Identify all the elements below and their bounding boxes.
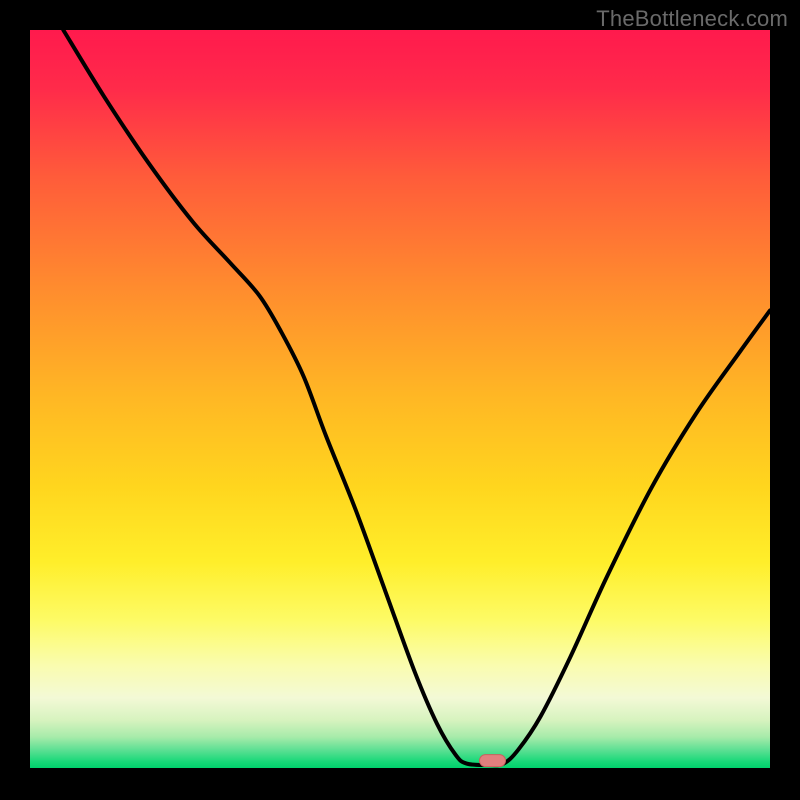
optimal-point-marker [480, 755, 506, 767]
chart-plot-area [30, 30, 770, 768]
watermark-text: TheBottleneck.com [596, 6, 788, 32]
bottleneck-chart [0, 0, 800, 800]
